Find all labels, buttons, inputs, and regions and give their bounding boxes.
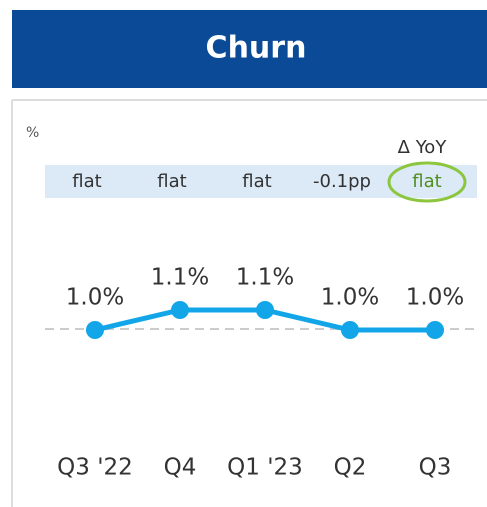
- x-tick-label: Q3 '22: [57, 455, 133, 481]
- delta-band: [45, 165, 477, 198]
- x-tick-label: Q1 '23: [227, 455, 303, 481]
- delta-label: flat: [72, 171, 101, 192]
- delta-label: -0.1pp: [313, 171, 371, 192]
- delta-label: flat: [412, 171, 441, 192]
- value-label: 1.0%: [66, 285, 124, 311]
- delta-title: Δ YoY: [398, 137, 448, 158]
- data-point: [256, 301, 274, 319]
- header-bar: [12, 10, 487, 88]
- data-point: [171, 301, 189, 319]
- highlight-ring: [387, 161, 467, 203]
- delta-label: flat: [242, 171, 271, 192]
- value-label: 1.0%: [406, 285, 464, 311]
- x-tick-label: Q2: [334, 455, 367, 481]
- data-point: [341, 321, 359, 339]
- data-point: [426, 321, 444, 339]
- value-label: 1.1%: [151, 265, 209, 291]
- value-label: 1.1%: [236, 265, 294, 291]
- chart-title: Churn: [206, 31, 307, 66]
- x-tick-label: Q4: [164, 455, 197, 481]
- delta-label: flat: [157, 171, 186, 192]
- data-point: [86, 321, 104, 339]
- value-label: 1.0%: [321, 285, 379, 311]
- unit-label: %: [26, 125, 39, 141]
- x-tick-label: Q3: [419, 455, 452, 481]
